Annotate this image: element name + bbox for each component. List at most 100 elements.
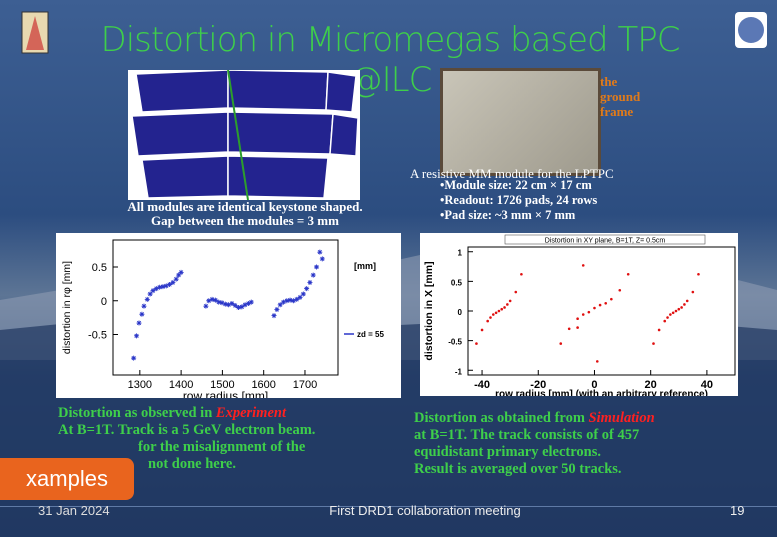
data-point: [658, 329, 661, 332]
data-point: [311, 273, 316, 278]
data-point: [249, 300, 254, 305]
data-point: [131, 356, 136, 361]
footer-page: 19: [730, 503, 744, 518]
data-point: [599, 304, 602, 307]
data-point: [520, 273, 523, 276]
data-point: [582, 264, 585, 267]
y-tick-label: 0: [458, 308, 463, 317]
data-point: [627, 273, 630, 276]
slide: Distortion in Micromegas based TPC @ILC …: [0, 0, 777, 537]
logo-right: [735, 12, 767, 48]
data-point: [489, 316, 492, 319]
data-point: [576, 326, 579, 329]
data-point: [500, 308, 503, 311]
bullet: •Readout: 1726 pads, 24 rows: [440, 193, 597, 208]
data-point: [320, 256, 325, 261]
footer-meeting: First DRD1 collaboration meeting: [300, 503, 550, 518]
data-point: [307, 280, 312, 285]
data-point: [139, 312, 144, 317]
unit-label: [mm]: [354, 261, 376, 271]
x-axis-label: row radius [mm] (with an arbitrary refer…: [495, 389, 708, 396]
text: Distortion as observed in: [58, 405, 216, 421]
data-point: [677, 308, 680, 311]
data-point: [675, 310, 678, 313]
y-tick-label: -0.5: [448, 338, 462, 347]
data-point: [596, 360, 599, 363]
data-point: [174, 277, 179, 282]
data-point: [692, 291, 695, 294]
data-point: [576, 317, 579, 320]
ground-frame-label: the ground frame: [600, 74, 660, 119]
bullet: •Pad size: ~3 mm × 7 mm: [440, 208, 597, 223]
text: equidistant primary electrons.: [414, 444, 774, 461]
data-point: [481, 329, 484, 332]
highlight: Simulation: [589, 410, 655, 426]
data-point: [582, 313, 585, 316]
data-point: [506, 303, 509, 306]
chart-title: Distortion in XY plane, B=1T, Z= 0.5cm: [545, 238, 666, 245]
data-point: [503, 306, 506, 309]
text: Result is averaged over 50 tracks.: [414, 461, 774, 478]
data-point: [498, 310, 501, 313]
x-axis-label: row radius [mm]: [183, 389, 268, 398]
examples-button[interactable]: xamples: [0, 458, 134, 500]
data-point: [663, 320, 666, 323]
y-tick-label: 1: [458, 249, 463, 258]
data-point: [559, 342, 562, 345]
data-point: [610, 298, 613, 301]
data-point: [683, 303, 686, 306]
data-point: [593, 307, 596, 310]
y-tick-label: 0.5: [451, 278, 463, 287]
data-point: [301, 292, 306, 297]
legend-label: zd = 55: [357, 330, 384, 339]
x-tick-label: -40: [474, 379, 490, 391]
y-tick-label: 0.5: [92, 262, 107, 274]
data-point: [686, 300, 689, 303]
data-point: [137, 321, 142, 326]
data-point: [697, 273, 700, 276]
plot-frame: [468, 247, 735, 375]
right-text: Distortion as obtained from Simulation a…: [414, 410, 774, 478]
data-point: [141, 304, 146, 309]
data-point: [514, 291, 517, 294]
caption-line: Gap between the modules = 3 mm: [100, 214, 390, 228]
data-point: [604, 302, 607, 305]
y-axis-label: distortion in rφ [mm]: [61, 261, 73, 354]
highlight: Experiment: [216, 405, 286, 421]
footer-date: 31 Jan 2024: [38, 503, 110, 518]
data-point: [588, 311, 591, 314]
data-point: [666, 316, 669, 319]
data-point: [492, 313, 495, 316]
data-point: [274, 307, 279, 312]
data-point: [568, 327, 571, 330]
module-photo: [440, 68, 601, 176]
bullet: •Module size: 22 cm × 17 cm: [440, 178, 597, 193]
y-axis-label: distortion in X [mm]: [423, 261, 435, 360]
title: Distortion in Micromegas based TPC: [80, 20, 700, 60]
data-point: [669, 313, 672, 316]
logo-left: [20, 10, 50, 55]
layout-caption: All modules are identical keystone shape…: [100, 200, 390, 228]
data-point: [134, 333, 139, 338]
y-tick-label: -1: [455, 367, 463, 376]
x-tick-label: 1300: [128, 379, 152, 391]
data-point: [672, 311, 675, 314]
data-point: [314, 265, 319, 270]
text: at B=1T. The track consists of of 457: [414, 427, 774, 444]
text: for the misalignment of the: [58, 439, 403, 456]
data-point: [145, 297, 150, 302]
data-point: [495, 311, 498, 314]
data-point: [179, 270, 184, 275]
text: Distortion as obtained from: [414, 410, 589, 426]
caption-line: All modules are identical keystone shape…: [100, 200, 390, 214]
data-point: [618, 289, 621, 292]
data-point: [509, 300, 512, 303]
data-point: [203, 304, 208, 309]
data-point: [652, 342, 655, 345]
y-tick-label: 0: [101, 296, 107, 308]
plot-frame: [113, 240, 338, 375]
data-point: [304, 286, 309, 291]
data-point: [486, 320, 489, 323]
